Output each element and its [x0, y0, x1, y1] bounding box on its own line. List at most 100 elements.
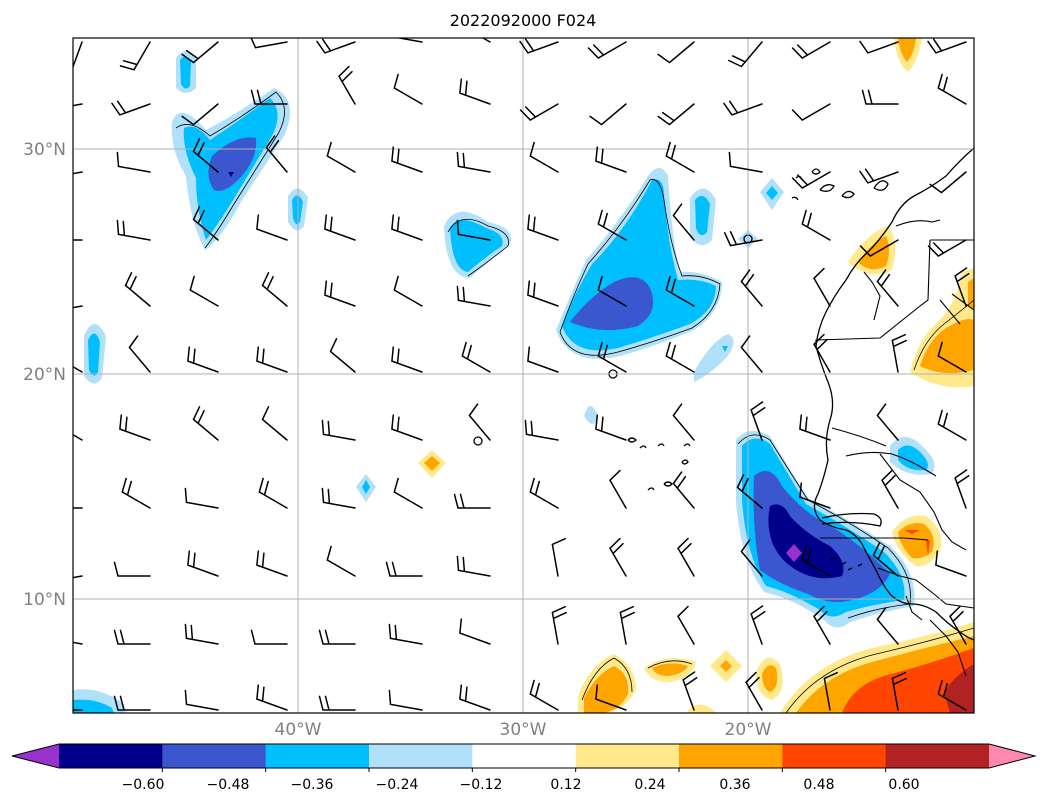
- contour-blob: [762, 665, 778, 692]
- wind-barb: [529, 477, 559, 509]
- wind-barb: [891, 671, 907, 711]
- canary-islands: [791, 175, 889, 201]
- wind-barb: [459, 684, 491, 711]
- wind-barb: [813, 267, 831, 307]
- colorbar-outline: [11, 743, 1037, 769]
- contour-blob: [766, 186, 778, 200]
- contour-blob: [584, 406, 598, 424]
- wind-barb: [665, 275, 695, 307]
- wind-barb: [728, 151, 763, 173]
- map-frame: [72, 37, 975, 714]
- wind-barb: [256, 550, 288, 577]
- wind-barb: [321, 487, 356, 509]
- wind-barb: [876, 403, 899, 441]
- wind-barb: [609, 537, 627, 577]
- contour-blob: [695, 195, 710, 236]
- colorbar-segment: [369, 744, 473, 768]
- negative-contours: [73, 51, 935, 713]
- wind-barb: [657, 41, 695, 64]
- contour-blob: [362, 480, 370, 494]
- wind-barb: [682, 671, 698, 711]
- contour-blob: [753, 470, 890, 602]
- wind-barb: [619, 605, 635, 645]
- wind-barb: [750, 401, 766, 441]
- wind-barb: [113, 629, 151, 645]
- wind-barb: [519, 103, 559, 121]
- wind-barb: [876, 269, 899, 307]
- wind-barb: [192, 206, 219, 241]
- colorbar-segment: [885, 744, 990, 768]
- wind-barb: [740, 335, 763, 373]
- wind-barb: [189, 275, 219, 307]
- wind-barb: [250, 38, 288, 49]
- contour-blob: [88, 333, 100, 376]
- wind-barb: [395, 38, 423, 43]
- wind-barb: [393, 477, 423, 509]
- wind-barb: [113, 561, 151, 577]
- colorbar-extension-high: [989, 744, 1035, 768]
- contour-blob: [228, 172, 234, 177]
- wind-barb: [551, 605, 567, 645]
- contour-blob: [720, 660, 732, 672]
- wind-barb: [791, 171, 831, 189]
- wind-barb: [121, 477, 151, 509]
- wind-barb: [872, 542, 899, 577]
- wind-barb: [881, 469, 899, 509]
- wind-barb: [954, 267, 970, 307]
- wind-barb: [459, 618, 491, 645]
- contour-line: [785, 627, 974, 713]
- wind-barb: [388, 689, 423, 711]
- colorbar-segment: [59, 744, 163, 768]
- island: [473, 436, 483, 446]
- wind-barb: [861, 89, 899, 105]
- colorbar-tick-label: −0.60: [122, 777, 165, 793]
- wind-barb: [927, 239, 967, 257]
- wind-barb: [891, 333, 907, 373]
- madeira-island: [811, 168, 821, 175]
- wind-barb: [261, 406, 288, 441]
- wind-barb: [192, 138, 219, 173]
- lon-label-30w: 30°W: [500, 720, 547, 740]
- wind-barb: [519, 38, 559, 54]
- wind-barb: [461, 341, 491, 373]
- wind-barb: [876, 607, 899, 645]
- wind-barb: [813, 333, 831, 373]
- gambia-outline: [821, 512, 882, 527]
- wind-barb: [187, 346, 219, 373]
- wind-barb: [527, 280, 559, 307]
- contour-blob: [208, 137, 257, 191]
- contour-blob: [968, 278, 974, 310]
- border: [905, 595, 923, 621]
- wind-barb: [385, 561, 423, 577]
- wind-barb: [595, 684, 627, 711]
- contour-blob: [768, 504, 844, 579]
- contour-blob: [858, 236, 889, 270]
- wind-barb: [187, 550, 219, 577]
- wind-barb: [595, 414, 627, 441]
- wind-barb: [113, 695, 151, 711]
- contour-blob: [842, 648, 974, 713]
- wind-barb: [128, 335, 151, 373]
- wind-barb: [456, 219, 491, 241]
- wind-barb: [791, 103, 831, 121]
- wind-barb: [672, 203, 695, 241]
- wind-barb: [597, 275, 627, 307]
- lat-label-30n: 30°N: [23, 140, 66, 160]
- positive-contours: [418, 38, 974, 713]
- wind-barb: [318, 695, 356, 711]
- wind-barb: [391, 414, 423, 441]
- wind-barb: [73, 41, 83, 70]
- wind-barb: [587, 41, 627, 59]
- colorbar-tick-label: −0.36: [291, 777, 334, 793]
- wind-barb: [740, 269, 763, 307]
- colorbar-tick-label: −0.12: [460, 777, 503, 793]
- wind-barb: [527, 346, 559, 373]
- bijagos-islands: [829, 557, 863, 571]
- border: [939, 299, 961, 325]
- graticule: [73, 38, 974, 713]
- border: [929, 619, 967, 677]
- wind-barb: [326, 545, 356, 577]
- wind-barb: [181, 103, 219, 126]
- contour-blob: [904, 530, 920, 534]
- wind-barb: [258, 477, 288, 509]
